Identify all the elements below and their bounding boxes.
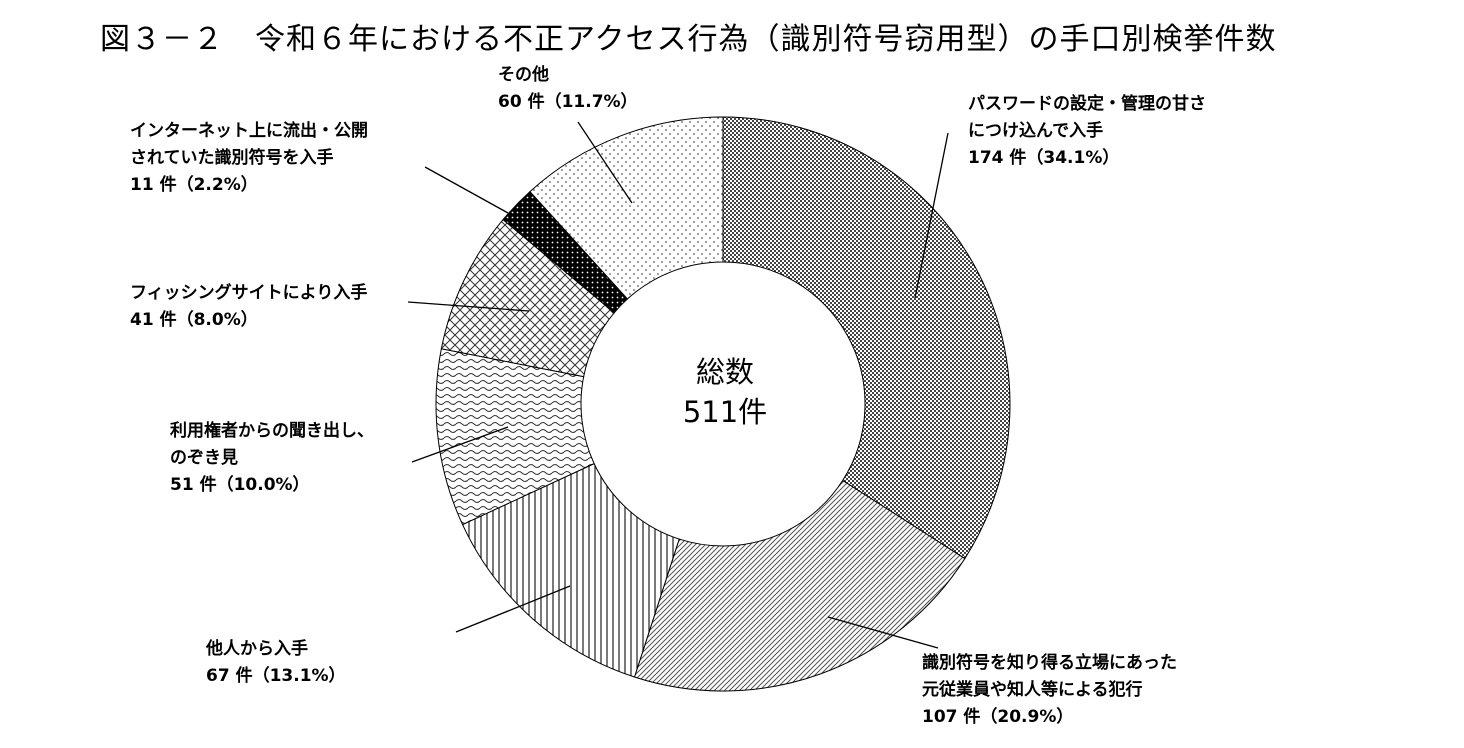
leader-line: [455, 585, 571, 633]
slice-label: 利用権者からの聞き出し、 のぞき見 51 件（10.0%）: [170, 418, 374, 499]
slice-label-text: 利用権者からの聞き出し、: [170, 421, 374, 441]
slice-label: 他人から入手 67 件（13.1%）: [206, 636, 346, 690]
slice-label-text: につけ込んで入手: [968, 121, 1104, 141]
leader-line: [424, 166, 509, 214]
slice-label: インターネット上に流出・公開 されていた識別符号を入手 11 件（2.2%）: [130, 118, 368, 199]
donut-slice: [633, 479, 966, 692]
leader-line: [827, 616, 939, 649]
leader-line: [411, 426, 509, 463]
slice-value-label: 51 件（10.0%）: [170, 475, 310, 495]
donut-slice: [722, 116, 1011, 560]
slice-label: その他 60 件（11.7%）: [498, 62, 638, 116]
slice-label-text: その他: [498, 65, 549, 85]
center-label-line1: 総数: [695, 355, 754, 389]
slice-label: フィッシングサイトにより入手 41 件（8.0%）: [130, 280, 367, 334]
slice-label: 識別符号を知り得る立場にあった 元従業員や知人等による犯行 107 件（20.9%）: [922, 650, 1177, 731]
slice-value-label: 60 件（11.7%）: [498, 92, 638, 112]
slice-value-label: 11 件（2.2%）: [130, 175, 258, 195]
donut-slice: [529, 116, 724, 300]
slice-label-text: フィッシングサイトにより入手: [130, 283, 368, 303]
slice-label-text: のぞき見: [170, 448, 238, 468]
donut-slice: [461, 462, 680, 678]
leader-line: [407, 301, 530, 312]
chart-title: 図３－２ 令和６年における不正アクセス行為（識別符号窃用型）の手口別検挙件数: [100, 22, 1277, 57]
slice-label-text: パスワードの設定・管理の甘さ: [968, 94, 1206, 114]
leader-line: [577, 121, 633, 204]
slice-value-label: 67 件（13.1%）: [206, 666, 346, 686]
slice-label: パスワードの設定・管理の甘さ につけ込んで入手 174 件（34.1%）: [968, 91, 1206, 172]
leader-line: [914, 132, 949, 299]
center-label-line2: 511件: [682, 395, 768, 429]
slice-value-label: 41 件（8.0%）: [130, 310, 258, 330]
slice-value-label: 174 件（34.1%）: [968, 148, 1120, 168]
slice-label-text: インターネット上に流出・公開: [130, 121, 368, 141]
slice-label-text: 元従業員や知人等による犯行: [922, 680, 1143, 700]
slice-label-text: 他人から入手: [206, 639, 308, 659]
center-total-label: 総数 511件: [620, 352, 830, 432]
slice-value-label: 107 件（20.9%）: [922, 707, 1074, 727]
slice-label-text: されていた識別符号を入手: [130, 148, 334, 168]
slice-label-text: 識別符号を知り得る立場にあった: [922, 653, 1177, 673]
